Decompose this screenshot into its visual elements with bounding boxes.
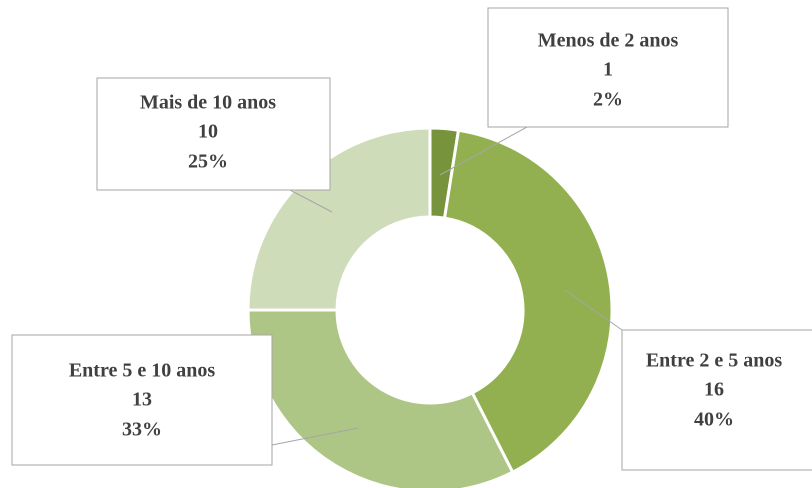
percentage-label: 25% xyxy=(188,151,228,173)
value-label: 10 xyxy=(198,121,218,143)
value-label: 16 xyxy=(704,379,724,401)
leader-line xyxy=(271,427,359,446)
category-label: Menos de 2 anos xyxy=(538,30,679,52)
percentage-label: 2% xyxy=(593,89,623,111)
category-label: Entre 2 e 5 anos xyxy=(646,350,783,372)
donut-slice xyxy=(442,128,614,475)
label-box xyxy=(96,77,331,191)
value-label: 13 xyxy=(132,389,152,411)
donut-slice xyxy=(246,126,432,312)
value-label: 1 xyxy=(603,59,613,81)
donut-slice xyxy=(246,308,515,488)
leader-line xyxy=(289,189,333,213)
label-box xyxy=(487,7,729,128)
category-label: Mais de 10 anos xyxy=(140,92,276,114)
label-box xyxy=(11,334,273,466)
label-box xyxy=(621,329,812,471)
leader-line xyxy=(564,289,623,331)
percentage-label: 33% xyxy=(122,419,162,441)
percentage-label: 40% xyxy=(694,409,734,431)
category-label: Entre 5 e 10 anos xyxy=(69,360,216,382)
leader-line xyxy=(439,126,528,176)
